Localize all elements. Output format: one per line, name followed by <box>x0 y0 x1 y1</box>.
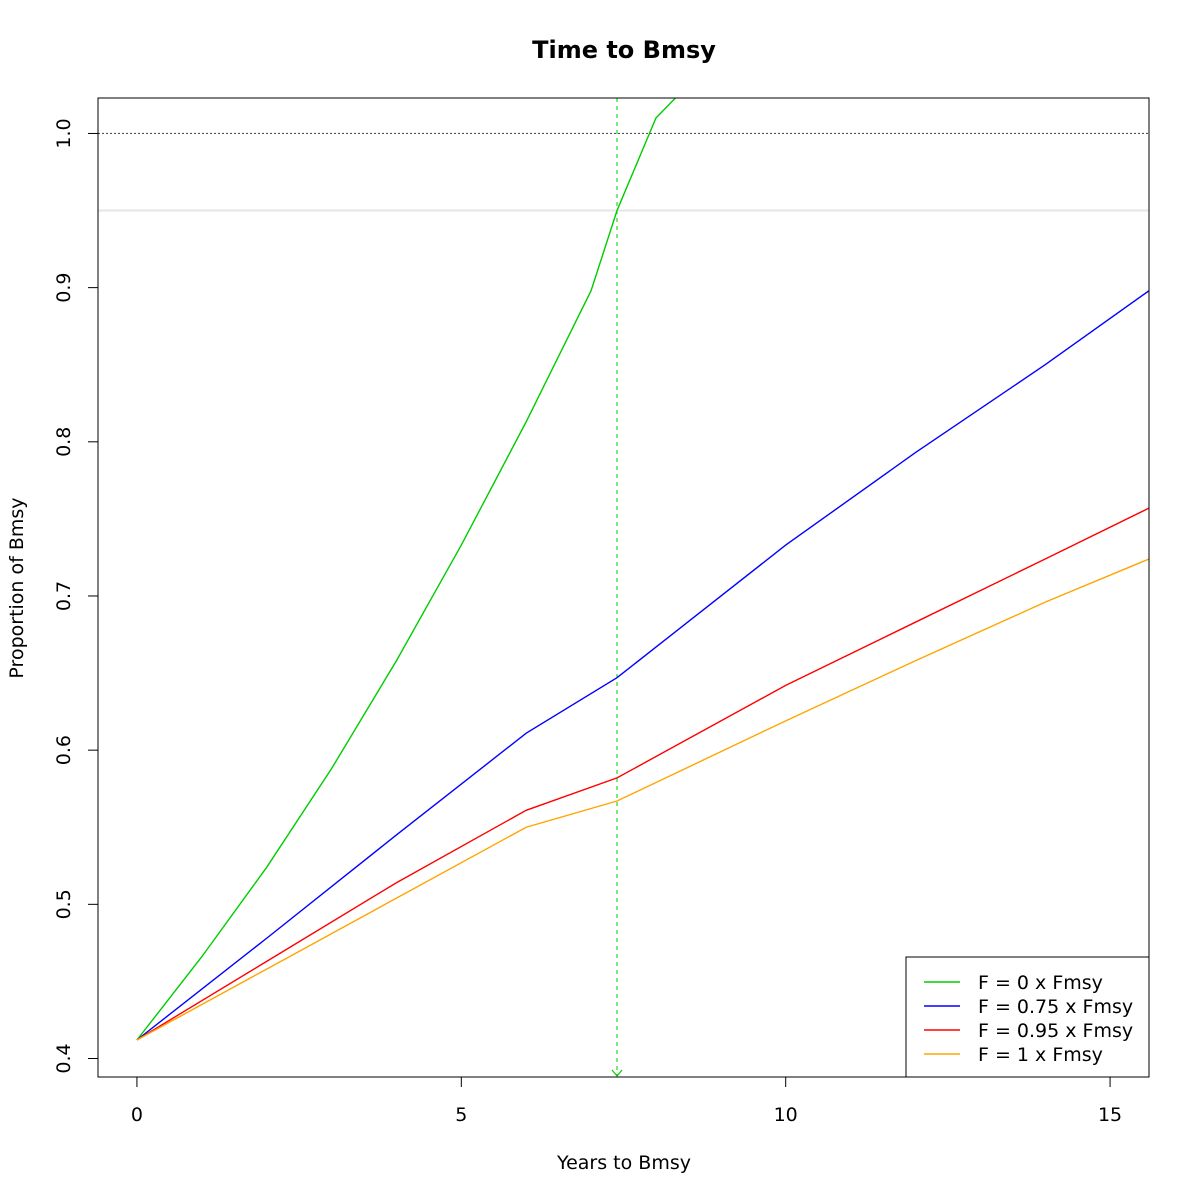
x-tick-label: 0 <box>131 1104 143 1126</box>
y-tick-label: 0.5 <box>53 889 75 919</box>
y-tick-label: 0.7 <box>53 581 75 611</box>
y-tick-label: 1.0 <box>53 118 75 148</box>
series-line-4 <box>136 558 1149 1041</box>
x-tick-label: 5 <box>455 1104 467 1126</box>
y-tick-label: 0.8 <box>53 427 75 457</box>
plot-area: 0 5 10 15 0.4 0.5 0.6 0.7 0.8 0.9 1.0 <box>53 97 1150 1126</box>
y-tick-label: 0.4 <box>53 1043 75 1073</box>
y-tick-label: 0.9 <box>53 273 75 303</box>
plot-frame <box>97 97 1150 1078</box>
x-axis-label: Years to Bmsy <box>556 1152 691 1174</box>
y-tick-label: 0.6 <box>53 735 75 765</box>
series-line-2 <box>136 290 1149 1041</box>
series-line-3 <box>136 507 1149 1041</box>
series-line-1 <box>136 98 676 1041</box>
x-tick-label: 10 <box>774 1104 798 1126</box>
x-tick-label: 15 <box>1098 1104 1122 1126</box>
legend-label-1: F = 0 x Fmsy <box>978 972 1103 994</box>
legend-label-3: F = 0.95 x Fmsy <box>978 1020 1133 1042</box>
y-axis-label: Proportion of Bmsy <box>6 497 28 678</box>
legend-box <box>905 956 1150 1078</box>
reference-arrow <box>611 1069 623 1077</box>
legend-label-4: F = 1 x Fmsy <box>978 1044 1103 1066</box>
chart-title: Time to Bmsy <box>532 36 716 64</box>
legend-label-2: F = 0.75 x Fmsy <box>978 996 1133 1018</box>
